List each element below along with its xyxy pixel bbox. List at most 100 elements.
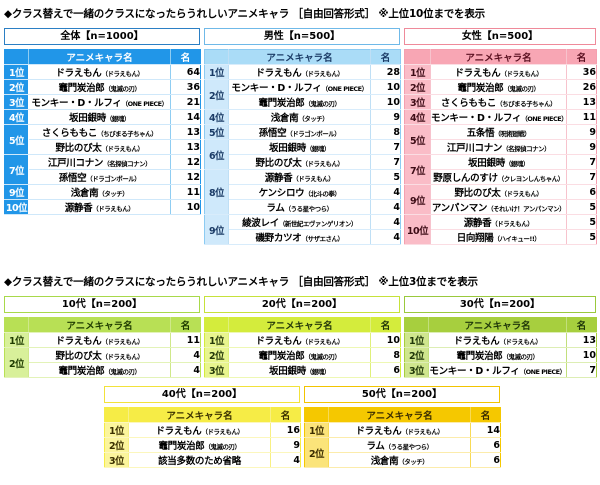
source-work-name: （ドラえもん）	[101, 70, 145, 78]
table-caption: 20代【n=200】	[204, 296, 400, 313]
character-name: 野比のび太	[454, 188, 501, 199]
column-header-character-name: アニメキャラ名	[28, 49, 171, 65]
column-header-count: 名	[170, 49, 201, 65]
character-name: 竈門炭治郎	[58, 366, 105, 377]
character-name-cell: ドラえもん（ドラえもん）	[28, 64, 171, 80]
character-name-cell: 江戸川コナン（名探偵コナン）	[430, 139, 567, 155]
table-row: 9位 野比のび太（ドラえもん） 6	[404, 184, 597, 215]
source-work-name: （鬼滅の刃）	[104, 85, 142, 93]
ranking-table: アニメキャラ名名 1位 ドラえもん（ドラえもん） 16 2位 竈門炭治郎（鬼滅の刃） 9 3位…	[104, 407, 301, 468]
character-name-cell: 竈門炭治郎（鬼滅の刃）	[428, 347, 567, 363]
character-name-cell: 浅倉南（タッチ）	[28, 184, 171, 200]
character-name-cell: アンパンマン（それいけ！アンパンマン）	[430, 199, 567, 215]
count-cell: 11	[170, 184, 201, 200]
source-work-name: （サザエさん）	[301, 235, 345, 243]
source-work-name: （ドラえもん）	[301, 70, 345, 78]
table-row: 3位 坂田銀時（銀魂） 6	[204, 362, 401, 378]
ranking-table: アニメキャラ名名 1位 ドラえもん（ドラえもん） 11 2位 野比のび太（ドラえもん） 4 竈…	[4, 317, 201, 378]
character-name: 浅倉南	[70, 188, 99, 199]
column-header-rank	[204, 49, 229, 65]
character-name-cell: ドラえもん（ドラえもん）	[128, 422, 271, 438]
table-row: 2位 竈門炭治郎（鬼滅の刃） 36	[4, 79, 201, 95]
character-name: 野比のび太	[255, 158, 302, 169]
character-name: ラム	[266, 203, 285, 214]
ranking-table: アニメキャラ名名 1位 ドラえもん（ドラえもん） 14 2位 ラム（うる星やつら） 6 浅倉南…	[304, 407, 501, 468]
character-name-cell: 該当多数のため省略	[128, 452, 271, 468]
character-name: モンキー・D・ルフィ	[31, 98, 122, 109]
count-cell: 7	[566, 169, 597, 185]
count-cell: 12	[170, 169, 201, 185]
character-name: ドラえもん	[55, 68, 102, 79]
character-name-cell: 野比のび太（ドラえもん）	[430, 184, 567, 200]
table-header-row: アニメキャラ名名	[204, 317, 401, 333]
source-work-name: （ドラゴンボール）	[86, 175, 141, 183]
character-name-cell: 浅倉南（タッチ）	[228, 109, 371, 125]
source-work-name: （鬼滅の刃）	[304, 353, 342, 361]
table-row: 5位 さくらももこ（ちびまる子ちゃん） 13	[4, 124, 201, 155]
column-header-character-name: アニメキャラ名	[228, 317, 371, 333]
rank-cell: 3位	[404, 362, 429, 378]
table-row: アンパンマン（それいけ！アンパンマン） 5	[405, 199, 597, 215]
table-header-row: アニメキャラ名名	[204, 49, 401, 65]
count-cell: 8	[370, 347, 401, 363]
table-row: 5位 孫悟空（ドラゴンボール） 8	[204, 124, 401, 140]
column-header-character-name: アニメキャラ名	[430, 49, 567, 65]
count-cell: 5	[370, 169, 401, 185]
character-name-cell: ドラえもん（ドラえもん）	[428, 332, 567, 348]
source-work-name: （ONE PIECE）	[521, 115, 567, 123]
column-header-character-name: アニメキャラ名	[228, 49, 371, 65]
character-name-cell: 竈門炭治郎（鬼滅の刃）	[28, 362, 171, 378]
source-work-name: （鬼滅の刃）	[502, 353, 540, 361]
table-row: 浅倉南（タッチ） 6	[305, 452, 501, 468]
character-name: 綾波レイ	[242, 218, 279, 229]
column-header-rank	[4, 317, 29, 333]
column-header-count: 名	[370, 317, 401, 333]
ranking-table: アニメキャラ名名 1位 ドラえもん（ドラえもん） 64 2位 竈門炭治郎（鬼滅の刃） 36 3…	[4, 49, 201, 215]
table-row: 日向翔陽（ハイキュー!!） 5	[405, 229, 597, 245]
table-row: 6位 坂田銀時（銀魂） 7	[204, 139, 401, 170]
source-work-name: （それいけ！アンパンマン）	[487, 205, 566, 213]
ranking-table: アニメキャラ名名 1位 ドラえもん（ドラえもん） 28 2位 モンキー・D・ルフィ（ONE…	[204, 49, 401, 245]
count-cell: 11	[566, 109, 597, 125]
source-work-name: （ONE PIECE）	[321, 85, 369, 93]
rank-cell: 2位	[4, 347, 29, 378]
table-row: 7位 江戸川コナン（名探偵コナン） 12	[4, 154, 201, 185]
rank-cell: 3位	[104, 452, 129, 468]
count-cell: 13	[170, 139, 201, 155]
character-name: 竈門炭治郎	[258, 351, 305, 362]
source-work-name: （鬼滅の刃）	[304, 100, 342, 108]
source-work-name: （北斗の拳）	[304, 190, 341, 198]
rank-cell: 3位	[204, 362, 229, 378]
character-name-cell: 源静香（ドラえもん）	[228, 169, 371, 185]
count-cell: 11	[170, 332, 201, 348]
character-name-cell: さくらももこ（ちびまる子ちゃん）	[28, 124, 171, 140]
source-work-name: （ドラえもん）	[101, 353, 145, 361]
rank-cell: 10位	[4, 199, 29, 215]
rank-cell: 2位	[204, 79, 229, 110]
rank-cell: 2位	[104, 437, 129, 453]
table-row: 2位 竈門炭治郎（鬼滅の刃） 26	[404, 79, 597, 95]
character-name-cell: モンキー・D・ルフィ（ONE PIECE）	[228, 79, 371, 95]
table-row: ケンシロウ（北斗の拳） 4	[205, 184, 401, 200]
count-cell: 4	[370, 184, 401, 200]
character-name: 源静香	[264, 173, 293, 184]
table-row: 野原しんのすけ（クレヨンしんちゃん） 7	[405, 169, 597, 185]
rank-cell: 2位	[4, 79, 29, 95]
source-work-name: （ハイキュー!!）	[493, 235, 541, 243]
count-cell: 6	[370, 362, 401, 378]
source-work-name: （鬼滅の刃）	[104, 368, 142, 376]
character-name-cell: ドラえもん（ドラえもん）	[430, 64, 567, 80]
table-block-50s: 50代【n=200】 アニメキャラ名名 1位 ドラえもん（ドラえもん） 14 2位 ラム（う…	[304, 386, 501, 468]
character-name: モンキー・D・ルフィ	[429, 366, 520, 377]
character-name-cell: 坂田銀時（銀魂）	[228, 139, 371, 155]
source-work-name: （タッチ）	[398, 458, 429, 466]
character-name: 坂田銀時	[468, 158, 505, 169]
character-name-cell: 野比のび太（ドラえもん）	[28, 347, 171, 363]
source-work-name: （ドラえもん）	[301, 160, 345, 168]
character-name-cell: 竈門炭治郎（鬼滅の刃）	[228, 94, 371, 110]
count-cell: 4	[270, 452, 301, 468]
table-row: 1位 ドラえもん（ドラえもん） 11	[4, 332, 201, 348]
source-work-name: （名探偵コナン）	[103, 160, 152, 168]
table-row: 磯野カツオ（サザエさん） 4	[205, 229, 401, 245]
table-block-female: 女性【n=500】 アニメキャラ名名 1位 ドラえもん（ドラえもん） 36 2位 竈門炭治郎…	[404, 28, 597, 245]
